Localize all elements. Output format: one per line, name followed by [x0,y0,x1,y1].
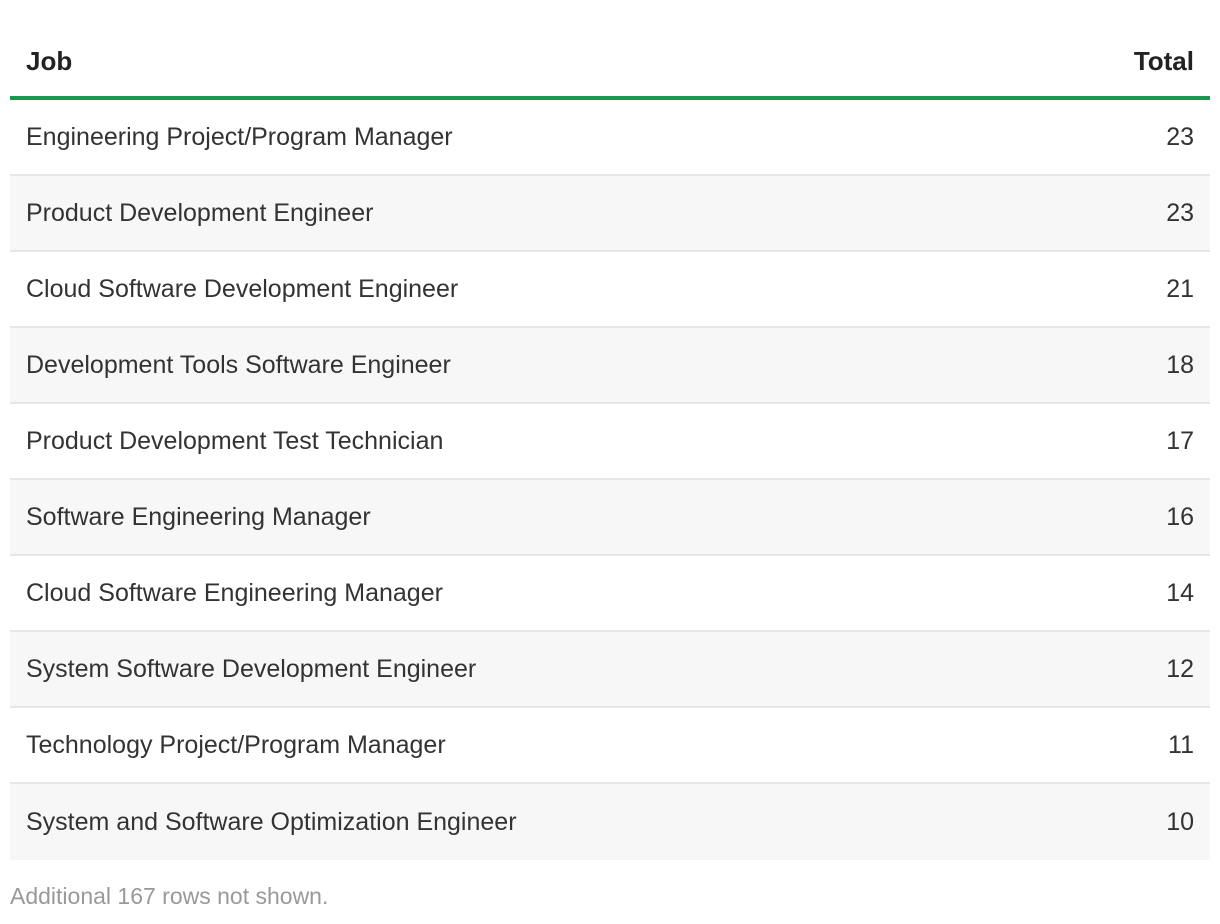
rows-not-shown-note: Additional 167 rows not shown. [10,883,329,909]
job-cell: System and Software Optimization Enginee… [26,807,517,836]
table-row: Product Development Engineer 23 [10,176,1210,252]
table-row: Product Development Test Technician 17 [10,404,1210,480]
total-cell: 18 [1166,350,1194,379]
total-cell: 17 [1166,426,1194,455]
job-cell: Product Development Engineer [26,198,374,227]
column-header-total: Total [1133,45,1194,76]
job-cell: Engineering Project/Program Manager [26,122,453,151]
job-cell: Development Tools Software Engineer [26,350,451,379]
total-cell: 10 [1166,807,1194,836]
data-table: Job Total Engineering Project/Program Ma… [10,26,1210,860]
job-cell: Technology Project/Program Manager [26,730,446,759]
job-cell: Cloud Software Development Engineer [26,274,459,303]
table-row: Cloud Software Development Engineer 21 [10,252,1210,328]
job-cell: Software Engineering Manager [26,502,371,531]
table-body: Engineering Project/Program Manager 23 Pro… [10,100,1210,860]
job-cell: Cloud Software Engineering Manager [26,578,443,607]
table-row: Cloud Software Engineering Manager 14 [10,556,1210,632]
total-cell: 21 [1166,274,1194,303]
job-cell: Product Development Test Technician [26,426,444,455]
table-row: Engineering Project/Program Manager 23 [10,100,1210,176]
total-cell: 23 [1166,198,1194,227]
total-cell: 16 [1166,502,1194,531]
table-row: Software Engineering Manager 16 [10,480,1210,556]
table-row: Technology Project/Program Manager 11 [10,708,1210,784]
job-cell: System Software Development Engineer [26,654,477,683]
table-row: Development Tools Software Engineer 18 [10,328,1210,404]
total-cell: 23 [1166,122,1194,151]
table-header: Job Total [10,26,1210,100]
column-header-job: Job [26,45,73,76]
table-row: System and Software Optimization Enginee… [10,784,1210,860]
total-cell: 14 [1166,578,1194,607]
table-row: System Software Development Engineer 12 [10,632,1210,708]
total-cell: 12 [1166,654,1194,683]
total-cell: 11 [1168,730,1194,759]
